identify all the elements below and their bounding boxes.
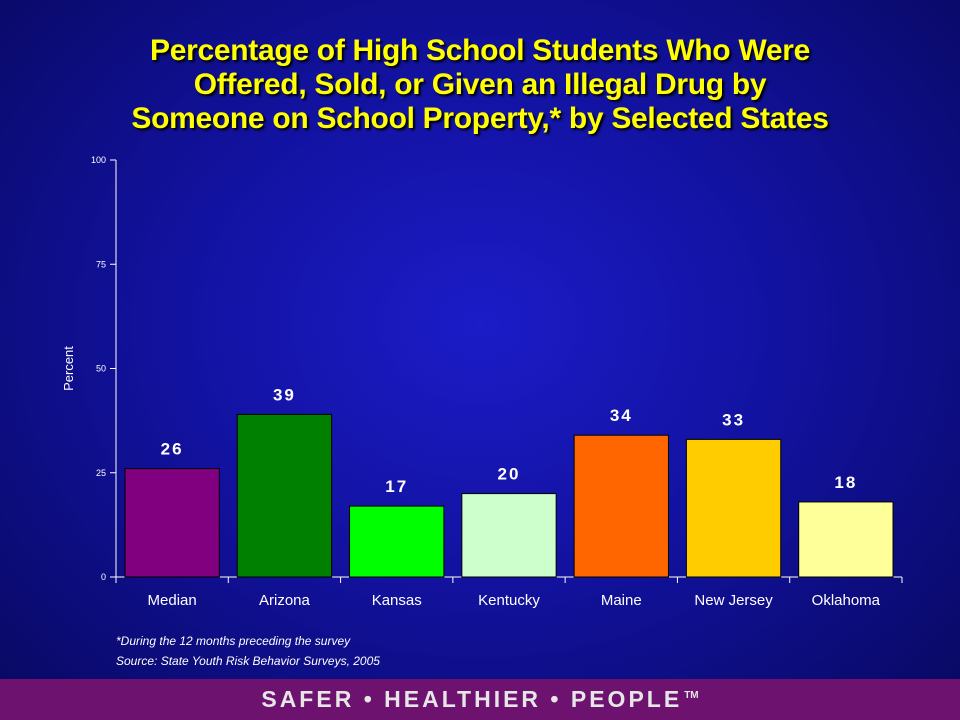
bar-oklahoma — [798, 501, 894, 578]
bar-kansas — [349, 505, 445, 578]
bar-median — [124, 468, 220, 578]
chart-bars — [124, 413, 894, 578]
title-line-3: Someone on School Property,* by Selected… — [131, 102, 829, 135]
y-tick-label: 25 — [96, 468, 106, 478]
bar-kentucky — [461, 493, 557, 578]
bar-chart: 0 25 50 75 100 Percent 26 Median 39 Arizona 17 Kan… — [61, 155, 894, 609]
category-label: Median — [148, 592, 197, 609]
bar-arizona — [236, 413, 333, 578]
data-label: 34 — [610, 406, 633, 425]
bar-maine — [573, 434, 669, 578]
category-label: Oklahoma — [812, 592, 881, 609]
source-note: Source: State Youth Risk Behavior Survey… — [116, 654, 380, 668]
chart-labels: 26 Median 39 Arizona 17 Kansas 20 Kentucky 34 Mai… — [148, 385, 881, 609]
title-line-1: Percentage of High School Students Who W… — [150, 34, 810, 67]
y-tick-label: 100 — [91, 155, 106, 165]
category-label: Kansas — [372, 592, 422, 609]
footer-band: SAFER • HEALTHIER • PEOPLE TM — [0, 679, 960, 720]
chart-notes: *During the 12 months preceding the surv… — [116, 631, 380, 671]
category-label: Kentucky — [478, 592, 540, 609]
footer-slogan: SAFER • HEALTHIER • PEOPLE TM — [261, 686, 698, 713]
footnote: *During the 12 months preceding the surv… — [116, 634, 351, 648]
slogan-text: SAFER • HEALTHIER • PEOPLE — [261, 686, 683, 712]
category-label: Maine — [601, 592, 642, 609]
trademark-mark: TM — [684, 690, 699, 702]
chart-title: Percentage of High School Students Who W… — [40, 34, 920, 136]
data-label: 33 — [722, 410, 745, 429]
category-label: New Jersey — [694, 592, 773, 609]
data-label: 18 — [834, 473, 857, 492]
title-line-2: Offered, Sold, or Given an Illegal Drug … — [193, 68, 767, 101]
y-tick-label: 50 — [96, 364, 106, 374]
y-tick-label: 0 — [101, 572, 106, 582]
bar-new-jersey — [685, 438, 782, 578]
data-label: 39 — [273, 385, 296, 404]
data-label: 17 — [385, 477, 408, 496]
data-label: 20 — [498, 465, 521, 484]
category-label: Arizona — [259, 592, 311, 609]
y-tick-label: 75 — [96, 259, 106, 269]
data-label: 26 — [161, 440, 184, 459]
y-axis-label: Percent — [61, 346, 76, 391]
